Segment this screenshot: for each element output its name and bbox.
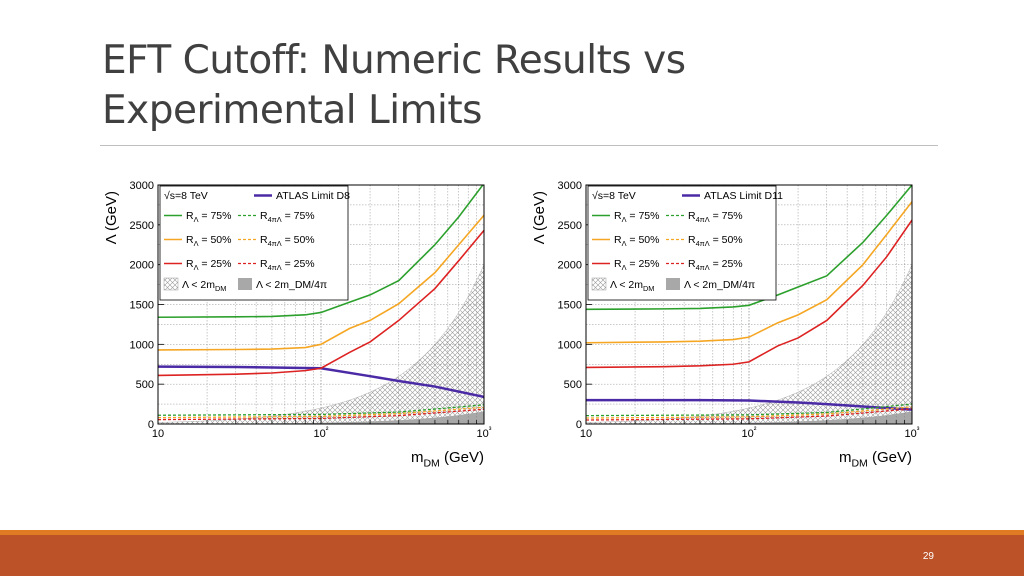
legend: √s=8 TeV ATLAS Limit D8 RΛ = 75% R4πΛ = 75%… [159, 185, 350, 301]
legend-swatch-gray [666, 278, 680, 290]
x-axis-label: mDM (GeV) [839, 449, 912, 470]
y-axis-label: Λ (GeV) [531, 191, 548, 244]
y-tick-label: 1500 [130, 300, 154, 312]
y-tick-label: 1000 [558, 339, 582, 351]
y-tick-label: 3000 [558, 180, 582, 192]
chart-right-svg: 0 500 1000 1500 2000 2500 3000 10 10² 10³ mDM (GeV… [531, 180, 920, 470]
chart-right: 0 500 1000 1500 2000 2500 3000 10 10² 10³ mDM (GeV… [528, 175, 928, 475]
y-tick-label: 0 [576, 419, 582, 431]
legend-label-gray: Λ < 2m_DM/4π [256, 279, 327, 291]
slide-title: EFT Cutoff: Numeric Results vs Experimen… [102, 36, 942, 136]
series-line-4 [158, 404, 484, 416]
legend-header: √s=8 TeV [592, 190, 636, 202]
y-tick-label: 1500 [558, 300, 582, 312]
legend-label-6: R4πΛ = 25% [688, 258, 743, 272]
legend: √s=8 TeV ATLAS Limit D11 RΛ = 75% R4πΛ = 75… [587, 185, 783, 301]
legend-swatch-hatched [163, 277, 179, 291]
y-tick-label: 500 [564, 379, 582, 391]
chart-left-svg: 0 500 1000 1500 2000 2500 3000 10 10² 10³ mDM (GeV… [103, 180, 492, 470]
x-tick-label: 10 [152, 428, 164, 440]
legend-label-2: RΛ = 50% [614, 234, 659, 248]
x-axis-label: mDM (GeV) [411, 449, 484, 470]
legend-label-1: RΛ = 75% [614, 210, 659, 224]
legend-label-4: R4πΛ = 75% [260, 210, 315, 224]
y-axis-label: Λ (GeV) [103, 191, 120, 244]
region-filled-gray [586, 411, 912, 424]
legend-label-5: R4πΛ = 50% [688, 234, 743, 248]
y-tick-label: 2500 [130, 220, 154, 232]
y-tick-label: 0 [148, 419, 154, 431]
footer-accent-line [0, 530, 1024, 535]
x-tick-label: 10³ [905, 425, 920, 440]
x-tick-label: 10 [580, 428, 592, 440]
slide-title-line-2: Experimental Limits [102, 88, 482, 133]
y-tick-label: 2000 [130, 260, 154, 272]
series-line-1 [586, 185, 912, 311]
x-tick-label: 10² [314, 425, 329, 440]
y-tick-label: 2000 [558, 260, 582, 272]
legend-label-5: R4πΛ = 50% [260, 234, 315, 248]
series-group [158, 185, 484, 421]
legend-label-3: RΛ = 25% [614, 258, 659, 272]
legend-label-1: RΛ = 75% [186, 210, 231, 224]
title-divider [100, 145, 938, 146]
legend-header: √s=8 TeV [164, 190, 208, 202]
ticks-group: 0 500 1000 1500 2000 2500 3000 10 10² 10³ [130, 180, 492, 440]
legend-label-hatched: Λ < 2mDM [610, 279, 654, 293]
x-tick-label: 10³ [477, 425, 492, 440]
x-tick-label: 10² [742, 425, 757, 440]
series-line-1 [158, 185, 484, 319]
y-tick-label: 2500 [558, 220, 582, 232]
legend-swatch-hatched [591, 277, 607, 291]
legend-box [587, 185, 777, 301]
legend-label-3: RΛ = 25% [186, 258, 231, 272]
y-tick-label: 500 [136, 379, 154, 391]
page-number: 29 [922, 551, 934, 562]
series-line-5 [586, 406, 912, 419]
legend-box [159, 185, 349, 301]
series-line-3 [158, 229, 484, 377]
slide-title-line-1: EFT Cutoff: Numeric Results vs [102, 38, 686, 83]
legend-label-2: RΛ = 50% [186, 234, 231, 248]
y-tick-label: 1000 [130, 339, 154, 351]
legend-label-0: ATLAS Limit D8 [276, 190, 350, 202]
region-filled-gray [158, 411, 484, 424]
ticks-group: 0 500 1000 1500 2000 2500 3000 10 10² 10³ [558, 180, 920, 440]
series-line-4 [586, 403, 912, 417]
series-line-2 [158, 214, 484, 351]
series-line-5 [158, 406, 484, 419]
y-tick-label: 3000 [130, 180, 154, 192]
legend-label-4: R4πΛ = 75% [688, 210, 743, 224]
legend-label-gray: Λ < 2m_DM/4π [684, 279, 755, 291]
series-line-6 [586, 408, 912, 421]
series-group [586, 185, 912, 421]
series-line-6 [158, 408, 484, 421]
legend-label-6: R4πΛ = 25% [260, 258, 315, 272]
series-line-2 [586, 201, 912, 344]
series-line-3 [586, 219, 912, 369]
legend-label-hatched: Λ < 2mDM [182, 279, 226, 293]
series-line-0 [586, 398, 912, 411]
legend-label-0: ATLAS Limit D11 [704, 190, 783, 202]
chart-left: 0 500 1000 1500 2000 2500 3000 10 10² 10³ mDM (GeV… [100, 175, 500, 475]
footer-bar: 29 [0, 535, 1024, 576]
legend-swatch-gray [238, 278, 252, 290]
